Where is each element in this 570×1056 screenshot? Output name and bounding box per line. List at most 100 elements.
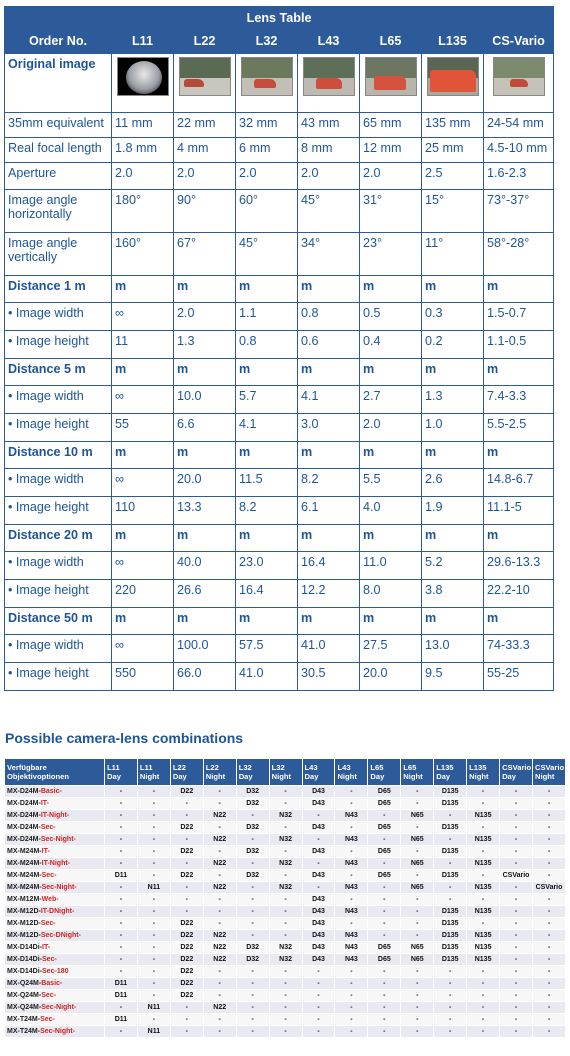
camera-variant: IT- bbox=[42, 943, 51, 951]
combo-value-cell: N43 bbox=[334, 881, 369, 894]
camera-variant: Sec- bbox=[41, 991, 57, 999]
combo-value-cell: N43 bbox=[334, 905, 369, 918]
combo-value-cell: - bbox=[367, 1013, 402, 1026]
combo-row: MX-D14Di-Sec-180- - D22- - - - - - - - - - - bbox=[4, 965, 567, 978]
combo-value-cell: N135 bbox=[466, 953, 501, 966]
combo-value-cell: - bbox=[466, 797, 501, 810]
combo-value-cell: - bbox=[334, 845, 369, 858]
combo-value-cell: - bbox=[367, 857, 402, 870]
combo-value-cell: D11 bbox=[104, 1013, 138, 1026]
lens-value-cell: ∞ bbox=[111, 302, 174, 331]
combo-row: MX-Q24M-Basic- D11- D22- - - - - - - - - - - bbox=[4, 977, 567, 990]
lens-value-cell: m bbox=[297, 358, 360, 386]
combo-column-header: L11 Night bbox=[136, 758, 171, 786]
lens-value-cell: 550 bbox=[111, 662, 174, 691]
combo-value-cell: - bbox=[367, 989, 402, 1002]
lens-value-cell: 29.6-13.3 bbox=[482, 551, 555, 580]
combo-value-cell: - bbox=[499, 785, 533, 798]
combinations-title: Possible camera-lens combinations bbox=[5, 730, 244, 746]
lens-value-cell: 43 mm bbox=[297, 112, 360, 138]
combo-value-cell: - bbox=[367, 1025, 402, 1038]
combo-value-cell: D22 bbox=[169, 785, 204, 798]
camera-model: MX-M24M- bbox=[7, 859, 42, 867]
lens-value-cell: 2.0 bbox=[173, 162, 236, 190]
lens-value-cell: m bbox=[421, 441, 484, 469]
lens-value-cell: 5.5 bbox=[359, 468, 422, 497]
lens-value-cell: 11° bbox=[421, 232, 484, 276]
combo-value-cell: - bbox=[104, 797, 138, 810]
combo-value-cell: - bbox=[433, 1025, 468, 1038]
camera-model: MX-Q24M- bbox=[7, 991, 42, 999]
lens-spec-row: • Image height 110 13.3 8.2 6.1 4.0 1.9 11.1-5 bbox=[4, 496, 555, 525]
combo-value-cell: - bbox=[367, 893, 402, 906]
combo-value-cell: D135 bbox=[433, 869, 468, 882]
combo-value-cell: - bbox=[104, 917, 138, 930]
lens-value-cell: ∞ bbox=[111, 551, 174, 580]
combo-value-cell: - bbox=[531, 845, 567, 858]
combo-value-cell: - bbox=[136, 893, 171, 906]
csvario-sample-image bbox=[492, 57, 545, 96]
combo-value-cell: - bbox=[499, 797, 533, 810]
combo-value-cell: - bbox=[334, 821, 369, 834]
lens-header-l11: L11 bbox=[111, 29, 174, 54]
lens-value-cell: 0.6 bbox=[297, 330, 360, 359]
combo-value-cell: - bbox=[367, 977, 402, 990]
lens-value-cell: 41.0 bbox=[297, 634, 360, 663]
combo-value-cell: - bbox=[466, 893, 501, 906]
combo-value-cell: - bbox=[301, 881, 336, 894]
camera-model: MX-T24M- bbox=[7, 1015, 41, 1023]
combo-value-cell: - bbox=[301, 1025, 336, 1038]
lens-value-cell: 57.5 bbox=[235, 634, 298, 663]
combo-value-cell: - bbox=[531, 1025, 567, 1038]
lens-value-cell: 2.0 bbox=[359, 413, 422, 442]
combo-value-cell: D22 bbox=[169, 917, 204, 930]
combo-value-cell: - bbox=[104, 929, 138, 942]
camera-model-cell: MX-M12M-Web- bbox=[4, 893, 105, 906]
lens-value-cell: 6 mm bbox=[235, 137, 298, 163]
combo-value-cell: N135 bbox=[466, 857, 501, 870]
row-label: Distance 1 m bbox=[4, 275, 112, 303]
lens-value-cell: 2.6 bbox=[421, 468, 484, 497]
combo-row: MX-M12M-Web- - - - - - - D43- - - - - - - bbox=[4, 893, 567, 906]
lens-value-cell: m bbox=[359, 607, 422, 635]
camera-model: MX-M24M- bbox=[7, 847, 42, 855]
combo-value-cell: N22 bbox=[202, 881, 237, 894]
combo-row: MX-Q24M-Sec-Night- - N11- N22- - - - - - - - - - bbox=[4, 1001, 567, 1014]
combo-value-cell: - bbox=[235, 1013, 270, 1026]
combo-value-cell: - bbox=[268, 917, 303, 930]
lens-value-cell: 2.0 bbox=[297, 162, 360, 190]
lens-header-csvario: CS-Vario bbox=[482, 29, 555, 54]
camera-model-cell: MX-T24M-Sec- bbox=[4, 1013, 105, 1026]
combo-value-cell: - bbox=[531, 797, 567, 810]
lens-value-cell: 0.8 bbox=[297, 302, 360, 331]
combo-value-cell: - bbox=[466, 989, 501, 1002]
combo-value-cell: - bbox=[499, 1013, 533, 1026]
combo-value-cell: D22 bbox=[169, 845, 204, 858]
camera-model-cell: MX-T24M-Sec-Night- bbox=[4, 1025, 105, 1038]
row-label: • Image height bbox=[4, 579, 112, 608]
camera-extra: Night- bbox=[54, 1027, 76, 1035]
camera-extra: Night- bbox=[55, 835, 76, 843]
combo-value-cell: - bbox=[400, 989, 435, 1002]
camera-variant: Sec- bbox=[40, 1027, 55, 1035]
combo-value-cell: - bbox=[235, 977, 270, 990]
combo-value-cell: - bbox=[433, 1013, 468, 1026]
lens-value-cell: m bbox=[111, 275, 174, 303]
lens-value-cell: 1.8 mm bbox=[111, 137, 174, 163]
lens-value-cell: 1.3 bbox=[421, 385, 484, 414]
lens-value-cell: m bbox=[235, 275, 298, 303]
lens-value-cell: 41.0 bbox=[235, 662, 298, 691]
combo-value-cell: - bbox=[136, 845, 171, 858]
combo-column-header: CSVario Day bbox=[499, 758, 533, 786]
lens-value-cell: 23° bbox=[359, 232, 422, 276]
combo-column-header: L43 Day bbox=[301, 758, 336, 786]
camera-model: MX-M12D- bbox=[7, 931, 41, 939]
lens-spec-row: Aperture 2.0 2.0 2.0 2.0 2.0 2.5 1.6-2.3 bbox=[4, 162, 555, 190]
combo-value-cell: N22 bbox=[202, 929, 237, 942]
combo-value-cell: - bbox=[235, 1025, 270, 1038]
combo-row: MX-D24M-Basic- - - D22- D32- D43- D65- D135- - - bbox=[4, 785, 567, 798]
combo-row: MX-M12D-IT-DNight- - - - - - - D43 N43- - D135 N135… bbox=[4, 905, 567, 918]
camera-variant: IT- bbox=[40, 811, 50, 819]
lens-value-cell: m bbox=[359, 441, 422, 469]
l11-sample-image bbox=[116, 57, 169, 96]
